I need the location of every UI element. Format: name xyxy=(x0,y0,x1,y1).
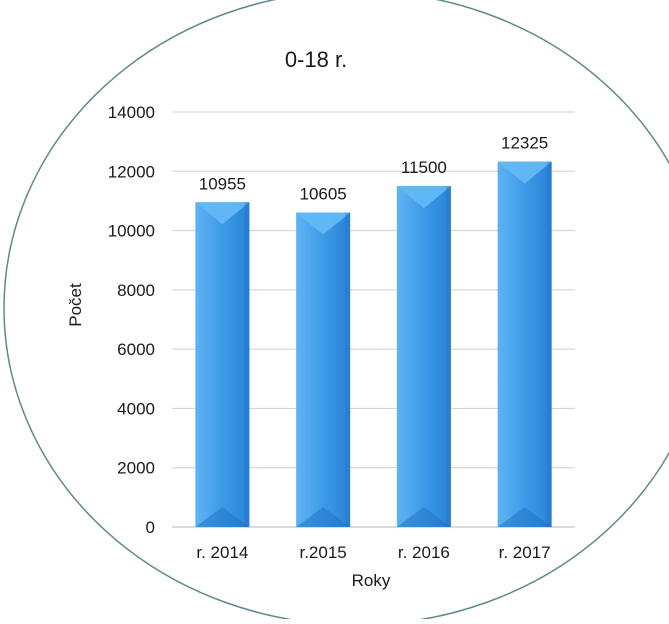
data-labels: 10955 10605 11500 12325 xyxy=(199,134,549,204)
x-tick-label: r. 2014 xyxy=(196,543,248,562)
plot-area xyxy=(172,111,575,528)
y-tick-label: 14000 xyxy=(108,103,155,122)
bar xyxy=(396,186,451,527)
bar-body xyxy=(195,202,250,527)
y-tick-label: 2000 xyxy=(117,459,155,478)
bar-top-bevel xyxy=(396,186,451,209)
chart-title: 0-18 r. xyxy=(285,47,347,72)
bar-bottom-bevel xyxy=(497,507,552,527)
data-label: 12325 xyxy=(501,134,548,153)
bar-edge-shade xyxy=(244,202,250,527)
oval-frame xyxy=(3,0,669,624)
data-label: 11500 xyxy=(401,158,447,177)
bar xyxy=(195,202,250,527)
x-tick-label: r.2015 xyxy=(299,543,346,562)
y-axis-ticks: 0 2000 4000 6000 8000 10000 12000 14000 xyxy=(108,103,155,537)
bar-bottom-bevel xyxy=(296,507,351,527)
bar-body xyxy=(497,161,552,527)
y-tick-label: 6000 xyxy=(117,340,155,359)
x-tick-label: r. 2016 xyxy=(398,543,450,562)
bar-top-bevel xyxy=(195,202,250,225)
bar-top-bevel xyxy=(497,161,552,184)
y-axis-label: Počet xyxy=(66,283,85,327)
x-axis-ticks: r. 2014 r.2015 r. 2016 r. 2017 xyxy=(196,543,550,562)
bar-edge-shade xyxy=(445,186,451,527)
data-label: 10955 xyxy=(199,174,246,193)
bar xyxy=(497,161,552,527)
x-tick-label: r. 2017 xyxy=(499,543,551,562)
bar xyxy=(296,212,351,527)
y-tick-label: 4000 xyxy=(117,399,155,418)
bar-body xyxy=(396,186,451,527)
y-tick-label: 12000 xyxy=(108,162,155,181)
y-tick-label: 0 xyxy=(146,518,155,537)
bar-top-bevel xyxy=(296,212,351,235)
bar-edge-shade xyxy=(546,161,552,527)
bar-edge-shade xyxy=(345,212,351,527)
y-tick-label: 8000 xyxy=(117,281,155,300)
bar-body xyxy=(296,212,351,527)
bar-bottom-bevel xyxy=(195,507,250,527)
bar-bottom-bevel xyxy=(396,507,451,527)
y-tick-label: 10000 xyxy=(108,222,155,241)
data-label: 10605 xyxy=(299,185,346,204)
bars xyxy=(195,161,552,527)
x-axis-label: Roky xyxy=(352,571,391,590)
